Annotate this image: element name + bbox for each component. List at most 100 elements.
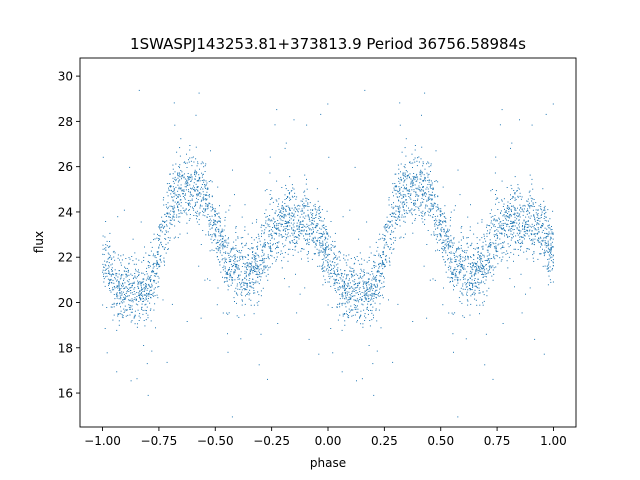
data-point: [130, 292, 132, 294]
data-point: [531, 183, 533, 185]
data-point: [410, 198, 412, 200]
data-point: [357, 305, 358, 307]
data-point: [337, 270, 338, 272]
data-point: [402, 205, 404, 207]
data-point: [307, 260, 309, 262]
data-point: [482, 304, 484, 306]
data-point: [226, 280, 228, 282]
data-point: [375, 286, 377, 288]
data-point: [411, 153, 413, 155]
data-point: [283, 256, 285, 258]
data-point: [182, 190, 184, 192]
data-point: [264, 246, 266, 248]
data-point: [415, 177, 417, 179]
data-point: [323, 231, 325, 233]
data-point: [316, 225, 318, 227]
data-point: [339, 277, 341, 279]
data-point: [448, 269, 450, 271]
data-point: [273, 218, 275, 220]
data-point: [373, 293, 375, 295]
data-point: [112, 273, 114, 275]
data-point: [260, 226, 262, 228]
data-point: [282, 220, 284, 222]
data-point: [302, 224, 304, 226]
data-point: [145, 319, 147, 321]
data-point: [325, 237, 327, 239]
data-point: [348, 279, 350, 281]
data-point: [205, 234, 207, 236]
data-point: [515, 209, 517, 211]
data-point: [126, 287, 128, 289]
data-point: [237, 237, 239, 239]
data-point: [333, 278, 335, 280]
data-point: [521, 236, 523, 238]
data-point: [229, 269, 230, 271]
data-point: [255, 258, 257, 260]
data-point: [166, 183, 168, 185]
data-point: [534, 216, 535, 218]
data-point: [347, 283, 349, 285]
data-point: [392, 191, 394, 193]
data-point: [319, 237, 321, 239]
data-point: [227, 270, 229, 272]
data-point: [235, 263, 237, 265]
data-point: [133, 317, 135, 319]
data-point: [453, 284, 454, 286]
data-point: [502, 246, 503, 248]
data-point: [272, 227, 273, 228]
data-point: [531, 223, 533, 225]
data-point: [532, 209, 534, 211]
data-point: [131, 256, 133, 257]
data-point: [311, 258, 313, 260]
data-point: [344, 287, 346, 289]
data-point: [530, 226, 532, 228]
data-point: [225, 239, 227, 241]
data-point: [275, 260, 277, 262]
data-point: [226, 312, 228, 314]
data-point: [464, 288, 466, 290]
data-point: [241, 289, 243, 291]
data-point: [163, 226, 165, 228]
data-point: [275, 227, 277, 229]
data-point: [242, 300, 243, 302]
data-point: [459, 271, 460, 273]
data-point: [196, 201, 198, 203]
data-point: [147, 317, 149, 319]
data-point: [196, 180, 198, 182]
data-point: [348, 299, 350, 301]
data-point: [170, 193, 172, 195]
data-point: [478, 287, 480, 289]
data-point: [127, 295, 129, 297]
data-point: [265, 209, 267, 211]
data-point: [281, 213, 283, 214]
data-point: [488, 244, 490, 246]
data-point: [354, 306, 356, 308]
data-point: [286, 223, 288, 224]
data-point: [314, 246, 316, 248]
data-point: [416, 194, 418, 196]
data-point: [278, 214, 280, 216]
data-point: [291, 216, 293, 218]
data-point: [382, 251, 384, 253]
data-point: [450, 259, 452, 261]
data-point: [197, 190, 199, 192]
data-point: [361, 299, 363, 301]
data-point: [470, 295, 472, 297]
data-point: [431, 182, 433, 184]
data-point: [117, 276, 119, 278]
data-point: [208, 196, 210, 198]
data-point: [292, 219, 294, 221]
data-point: [315, 242, 317, 244]
data-point: [404, 164, 406, 166]
data-point: [294, 206, 296, 208]
data-point: [373, 283, 375, 285]
data-point: [168, 216, 170, 218]
data-point: [438, 239, 440, 241]
data-point: [330, 328, 332, 329]
data-point: [357, 260, 359, 262]
data-point: [144, 246, 145, 248]
data-point: [495, 190, 497, 192]
data-point: [413, 202, 414, 204]
data-point: [224, 259, 226, 261]
data-point: [177, 194, 179, 196]
